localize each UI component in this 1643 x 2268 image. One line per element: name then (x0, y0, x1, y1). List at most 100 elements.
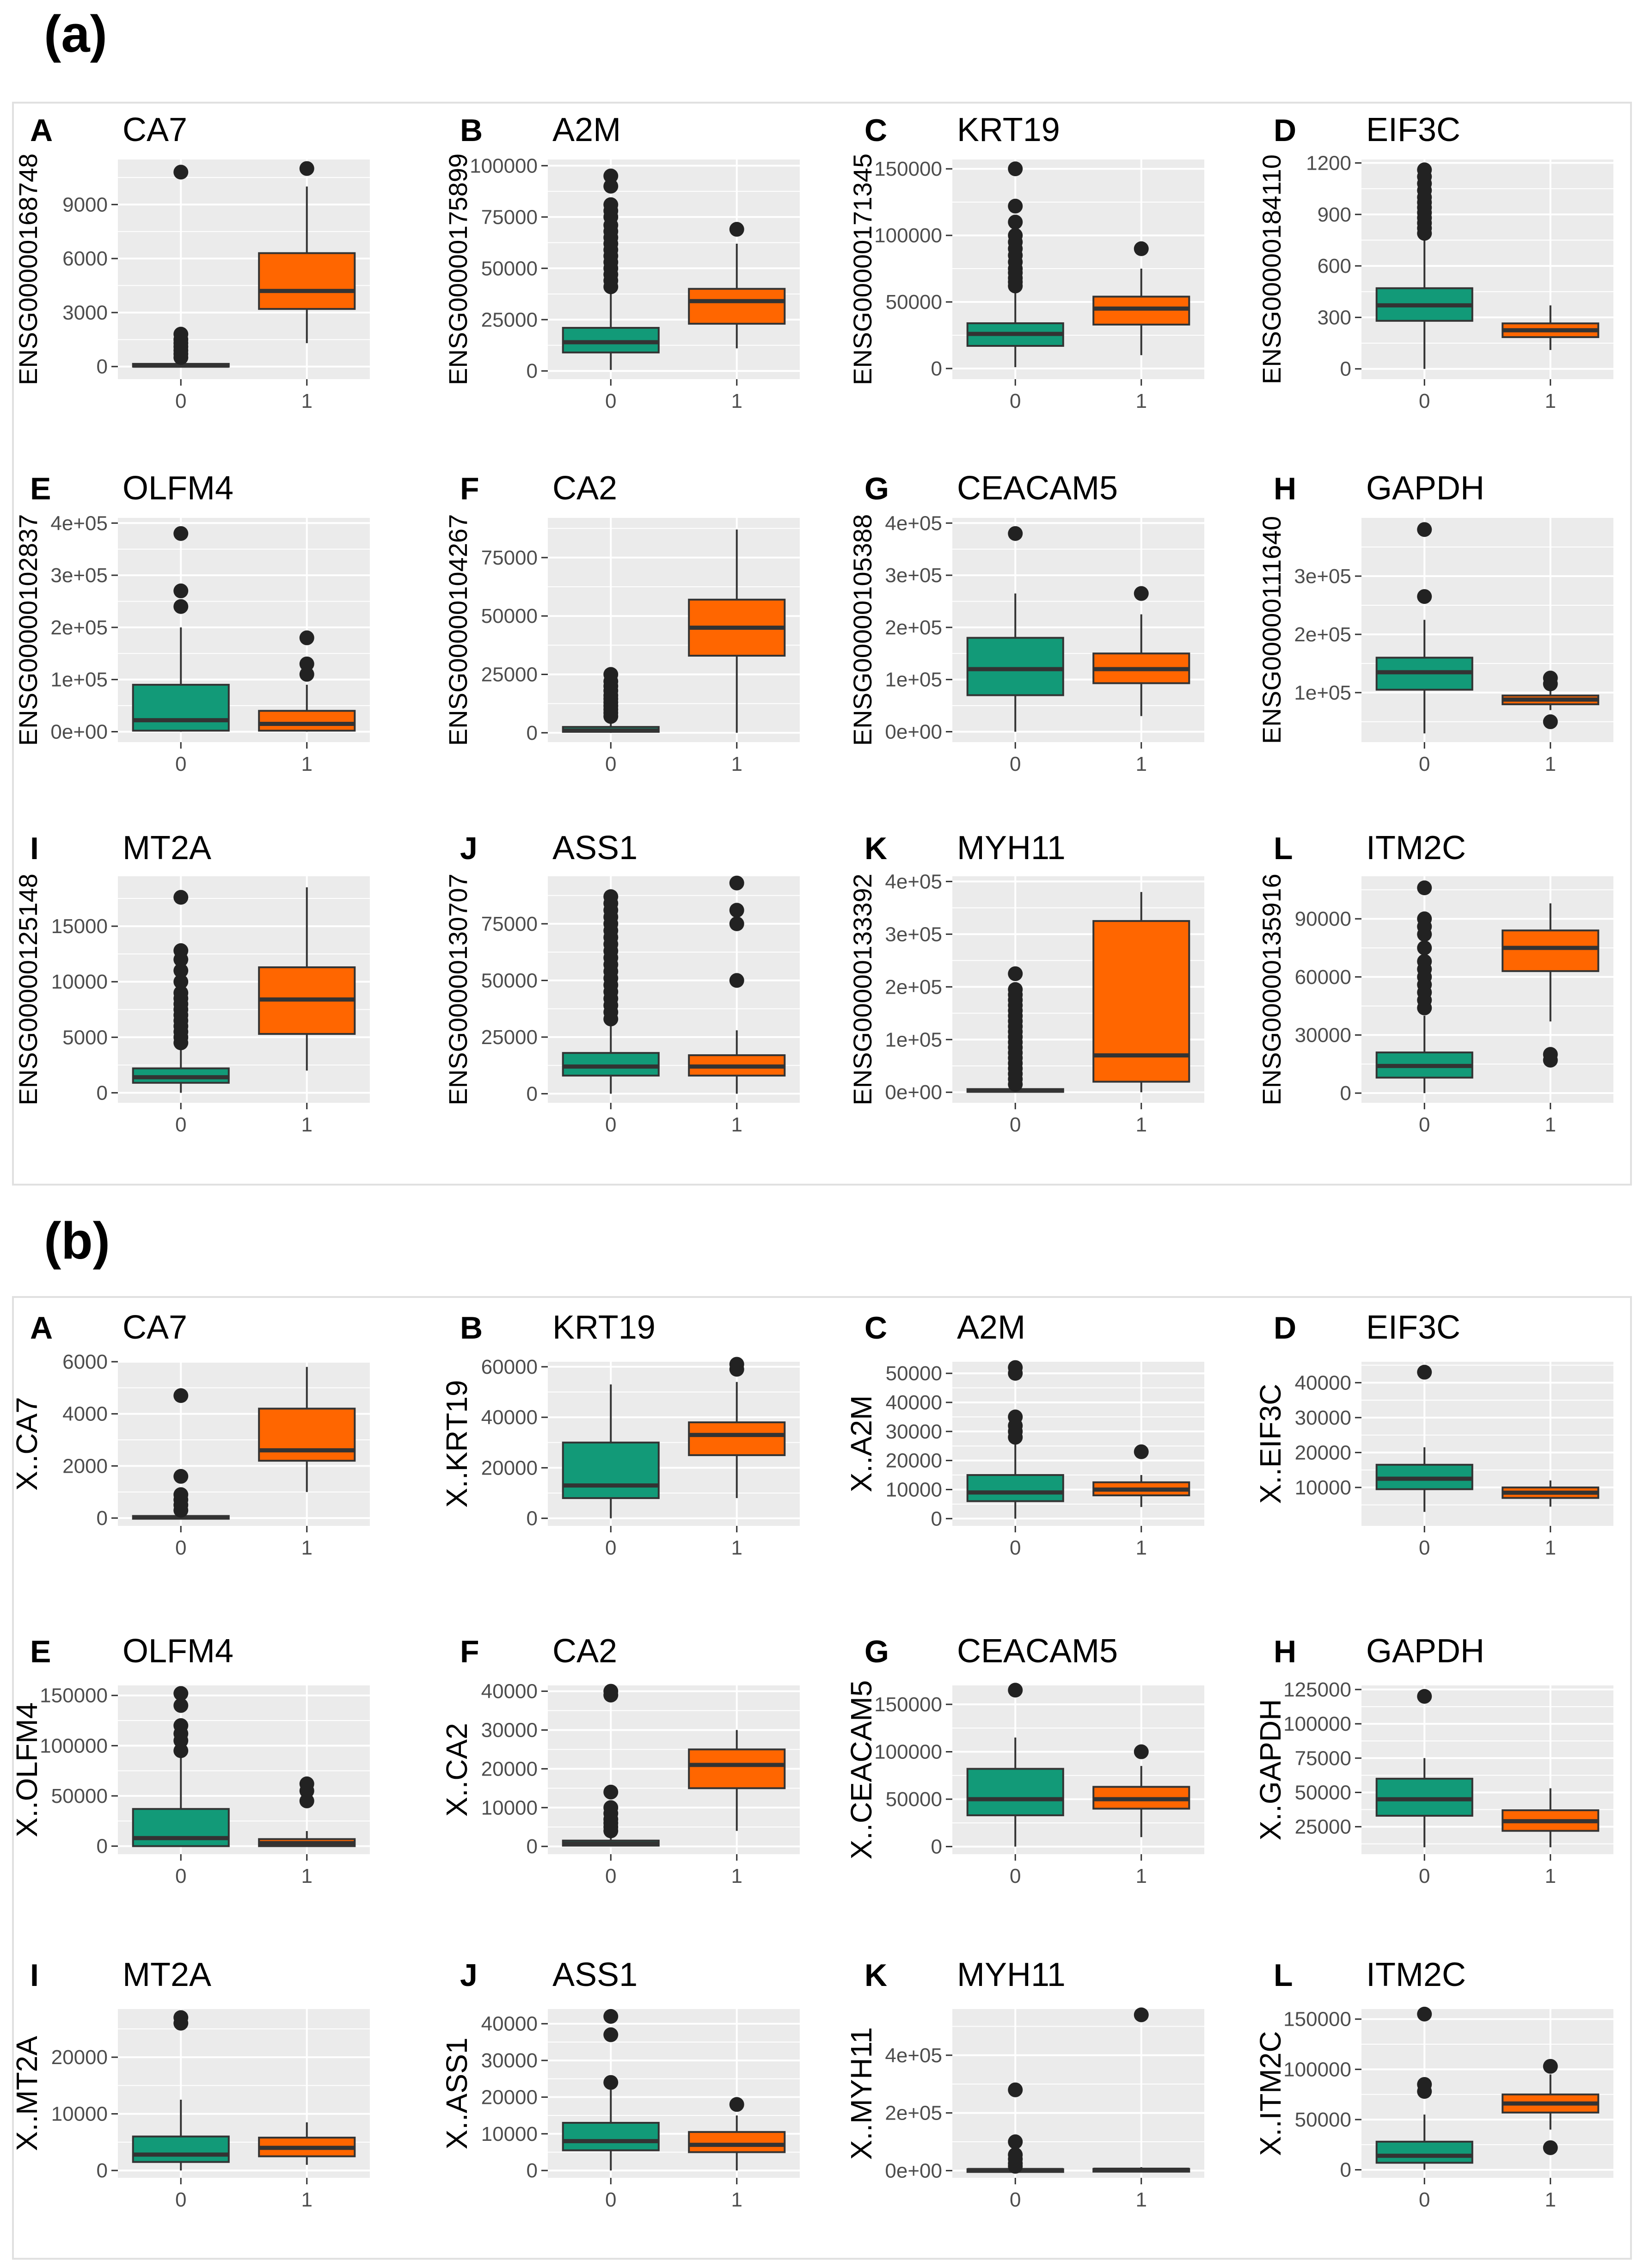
panel-b-f-ca2: F CA2 0 10000 20000 30000 40000 0 1 X..CA2 (440, 1633, 800, 1887)
box-group-0 (966, 1360, 1064, 1519)
y-tick-label: 25000 (1295, 1816, 1351, 1838)
box-group-0 (966, 161, 1064, 368)
y-tick-label: 125000 (1283, 1678, 1351, 1701)
x-tick-label: 0 (1010, 390, 1021, 412)
y-tick-label: 75000 (1295, 1747, 1351, 1770)
outlier-point (1008, 2147, 1023, 2163)
y-axis-label: X..MYH11 (845, 2027, 878, 2160)
outlier-point (1417, 940, 1432, 955)
y-tick-label: 0 (527, 1507, 538, 1530)
box-group-0 (562, 168, 660, 370)
panel-b-j-ass1: J ASS1 0 10000 20000 30000 40000 0 1 X..ASS1 (440, 1956, 800, 2211)
y-tick-label: 0 (1340, 2159, 1351, 2182)
x-tick-label: 0 (1010, 2188, 1021, 2211)
box-group-1 (1502, 305, 1600, 350)
panel-letter: B (460, 1310, 483, 1346)
y-tick-label: 50000 (886, 1788, 942, 1811)
box-iqr (132, 683, 230, 732)
panel-title: MT2A (123, 1956, 211, 1993)
box-group-0 (132, 165, 230, 368)
box-iqr (1375, 2140, 1473, 2164)
box-iqr (1092, 920, 1190, 1083)
panel-title: CA2 (552, 470, 617, 507)
y-tick-label: 50000 (481, 969, 538, 992)
y-tick-label: 100000 (874, 224, 942, 247)
box-iqr (132, 2135, 230, 2163)
x-tick-label: 0 (605, 1537, 616, 1559)
x-tick-label: 0 (1010, 1537, 1021, 1559)
panel-letter: J (460, 831, 478, 866)
x-tick-label: 0 (175, 1865, 186, 1887)
y-tick-label: 20000 (481, 1758, 538, 1780)
outlier-point (1417, 880, 1432, 896)
outlier-point (173, 963, 189, 978)
panel-letter: L (1274, 1958, 1293, 1993)
panel-title: OLFM4 (123, 470, 233, 507)
panel-title: CA7 (123, 111, 187, 148)
box-iqr (966, 1768, 1064, 1816)
box-iqr (562, 2121, 660, 2151)
box-group-0 (1375, 1689, 1473, 1848)
panel-b-i-mt2a: I MT2A 0 10000 20000 0 1 X..MT2A (10, 1956, 370, 2211)
y-tick-label: 25000 (481, 1026, 538, 1049)
outlier-point (299, 656, 314, 671)
box-group-0 (562, 889, 660, 1094)
plot-background (1361, 518, 1613, 742)
box-group-1 (1092, 1744, 1190, 1838)
x-tick-label: 0 (1419, 1113, 1430, 1136)
outlier-point (603, 197, 619, 212)
y-tick-label: 0 (931, 1836, 942, 1858)
panel-letter: C (864, 1310, 887, 1346)
y-tick-label: 20000 (481, 2086, 538, 2108)
outlier-point (299, 667, 314, 682)
y-tick-label: 0e+00 (885, 720, 942, 743)
panel-title: GAPDH (1366, 470, 1484, 507)
outlier-point (1008, 198, 1023, 214)
y-tick-label: 0 (527, 722, 538, 744)
box-group-1 (1092, 241, 1190, 356)
panel-b-b-krt19: B KRT19 0 20000 40000 60000 0 1 X..KRT19 (440, 1309, 800, 1559)
x-tick-label: 0 (1419, 1865, 1430, 1887)
y-tick-label: 30000 (481, 2049, 538, 2072)
outlier-point (1417, 911, 1432, 927)
x-tick-label: 1 (301, 1537, 313, 1559)
panel-title: CA7 (123, 1309, 187, 1346)
y-tick-label: 30000 (886, 1420, 942, 1443)
y-axis-label: ENSG00000102837 (13, 514, 43, 746)
x-tick-label: 0 (1419, 1537, 1430, 1559)
box-group-0 (562, 2009, 660, 2171)
outlier-point (1543, 2059, 1558, 2074)
outlier-point (1417, 162, 1432, 178)
y-axis-label: X..CA7 (10, 1397, 43, 1491)
box-iqr (258, 710, 356, 732)
panel-letter: D (1274, 1310, 1296, 1346)
box-group-1 (688, 875, 786, 1094)
outlier-point (1134, 586, 1149, 601)
outlier-point (603, 2009, 619, 2024)
outlier-point (729, 221, 744, 237)
x-tick-label: 0 (1419, 390, 1430, 412)
panel-a-i-mt2a: I MT2A 0 5000 10000 15000 0 1 ENSG00000125148 (13, 830, 370, 1136)
box-group-1 (688, 1357, 786, 1498)
x-tick-label: 0 (175, 2188, 186, 2211)
x-tick-label: 0 (1010, 1113, 1021, 1136)
box-iqr (688, 288, 786, 325)
y-tick-label: 100000 (1283, 2058, 1351, 2081)
y-axis-label: ENSG00000175899 (443, 154, 472, 385)
panel-b-a-ca7: A CA7 0 2000 4000 6000 0 1 X..CA7 (10, 1309, 370, 1559)
y-tick-label: 5000 (62, 1026, 108, 1049)
box-group-0 (1375, 1364, 1473, 1512)
panel-a-h-gapdh: H GAPDH 1e+05 2e+05 3e+05 0 1 ENSG00000111640 (1257, 470, 1613, 775)
outlier-point (603, 667, 619, 682)
y-tick-label: 20000 (886, 1450, 942, 1472)
panel-letter: F (460, 471, 479, 506)
x-tick-label: 0 (1010, 1865, 1021, 1887)
box-group-1 (688, 529, 786, 733)
panel-letter: E (30, 1634, 51, 1669)
outlier-point (1417, 1364, 1432, 1380)
x-tick-label: 0 (175, 753, 186, 775)
outlier-point (1417, 954, 1432, 969)
y-tick-label: 0 (931, 357, 942, 380)
x-tick-label: 1 (1545, 753, 1556, 775)
y-axis-label: ENSG00000105388 (848, 514, 877, 746)
